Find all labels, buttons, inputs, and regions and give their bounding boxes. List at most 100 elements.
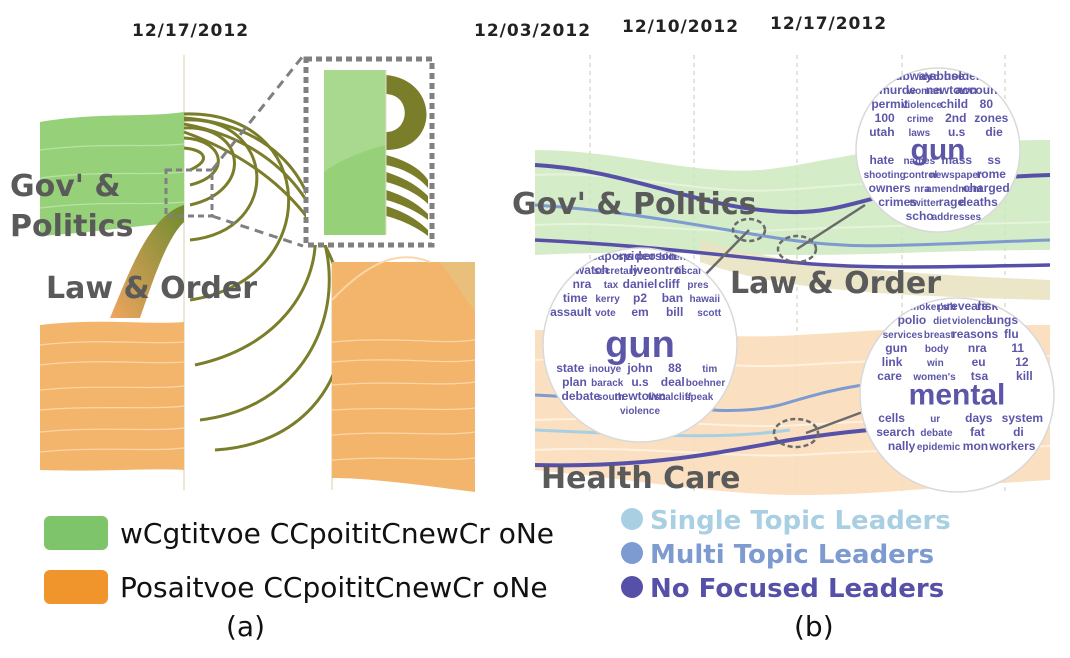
- cloud-word: violence: [620, 406, 660, 417]
- panel-b-date-1: 12/03/2012: [474, 21, 591, 41]
- zoom-source-box: [164, 168, 214, 218]
- label-politics-b: Gov' & Politics: [512, 187, 756, 222]
- cloud-word: win: [926, 358, 944, 369]
- cloud-word: risk: [977, 299, 999, 313]
- cloud-word: deaths: [959, 195, 998, 209]
- cloud-word: boehner: [686, 378, 726, 389]
- cloud-word: debate: [920, 428, 953, 439]
- cloud-word: 100: [875, 111, 895, 125]
- cloud-word: nra: [573, 277, 592, 291]
- cloud-word: live: [630, 263, 650, 277]
- cloud-word: tim: [702, 364, 717, 375]
- cloud-word: eu: [972, 355, 986, 369]
- label-law-b: Law & Order: [730, 266, 941, 301]
- cloud-word: laws: [908, 128, 930, 139]
- cloud-word: holders: [944, 69, 988, 83]
- highlight-ellipse-2: [776, 234, 818, 264]
- cloud-word: pres: [687, 280, 709, 291]
- cloud-word-main: gun: [605, 324, 675, 366]
- leader-label-single: Single Topic Leaders: [650, 506, 951, 536]
- cloud-word: days: [965, 411, 993, 425]
- panel-b-date-3: 12/17/2012: [770, 14, 887, 34]
- cloud-word: scott: [697, 308, 722, 319]
- leader-line-single-health: [534, 428, 791, 438]
- cloud-word: fiscalcliff: [648, 392, 692, 403]
- cloud-word: p2: [633, 291, 647, 305]
- cloud-word: ss: [987, 153, 1001, 167]
- cloud-word: gun: [885, 341, 907, 355]
- cloud-word: utah: [869, 125, 894, 139]
- highlight-ellipse-1: [731, 217, 767, 243]
- cloud-word: flu: [1004, 327, 1019, 341]
- word-cloud-left: gunweaponsspvideopersonbidenwatchsecreta…: [542, 247, 738, 443]
- cloud-word: newspaper: [930, 170, 982, 181]
- cloud-word: u.s: [948, 125, 966, 139]
- legend-leaders: Single Topic Leaders Multi Topic Leaders…: [621, 506, 951, 604]
- cloud-word: vote: [595, 308, 616, 319]
- cloud-word: tax: [604, 280, 619, 291]
- legend-swatch-orange: [44, 570, 108, 604]
- cloud-word: polio: [898, 313, 927, 327]
- cloud-word: kerry: [595, 294, 620, 305]
- cloud-word: speak: [685, 392, 714, 403]
- label-law-a: Law & Order: [46, 271, 257, 306]
- cloud-word: murde: [879, 83, 916, 97]
- cloud-word: reveals: [946, 299, 988, 313]
- cloud-word: 11: [1011, 341, 1024, 355]
- cloud-word: barack: [591, 378, 624, 389]
- cloud-word: crime: [907, 114, 934, 125]
- cloud-word: plan: [562, 375, 587, 389]
- cloud-word: owners: [869, 181, 911, 195]
- cloud-word: person: [636, 249, 676, 263]
- word-cloud-top: gunsubwayideoabuseholdersmurdewomannewto…: [855, 67, 1021, 233]
- leader-dot-nofocus: [621, 576, 643, 598]
- leader-dot-single: [621, 508, 643, 530]
- cloud-word: body: [925, 344, 949, 355]
- cloud-word: di: [1013, 425, 1024, 439]
- legend-sentiment: wCgtitvoe CCpoititCnewCr oNe Posaitvoe C…: [44, 516, 554, 604]
- cloud-word: rome: [977, 167, 1007, 181]
- cloud-word: 80: [980, 97, 994, 111]
- leader-dot-multi: [621, 542, 643, 564]
- cloud-word: woman: [906, 86, 941, 97]
- cloud-word: hawaii: [689, 294, 720, 305]
- cloud-word: violence: [952, 316, 992, 327]
- cloud-word: mass: [941, 153, 972, 167]
- label-politics-a-line1: Gov' &: [10, 169, 121, 204]
- cloud-word: women's: [912, 372, 956, 383]
- zoom-inset-content: [324, 70, 428, 236]
- cloud-word: pub: [938, 302, 956, 313]
- cloud-word: inouye: [589, 364, 622, 375]
- cloud-word: nra: [914, 184, 930, 195]
- cloud-word: deal: [661, 375, 685, 389]
- cloud-word: scho: [906, 209, 934, 223]
- cloud-word: em: [631, 305, 648, 319]
- cloud-word-main: gun: [911, 134, 966, 167]
- cloud-word: u.s: [631, 375, 649, 389]
- cloud-word: child: [940, 97, 968, 111]
- cloud-word: die: [985, 125, 1003, 139]
- cloud-word: cliff: [658, 277, 680, 291]
- cloud-word: link: [882, 355, 903, 369]
- cloud-word: system: [1002, 411, 1043, 425]
- orange-stream-left: [40, 321, 184, 471]
- cloud-word: violence: [902, 100, 942, 111]
- leader-label-nofocus: No Focused Leaders: [650, 574, 944, 604]
- cloud-word: state: [556, 361, 584, 375]
- cloud-word: zones: [974, 111, 1008, 125]
- label-health-b: Health Care: [541, 461, 741, 496]
- cloud-word: control: [903, 170, 937, 181]
- cloud-word: rage: [939, 195, 965, 209]
- cloud-word-main: mental: [909, 379, 1006, 412]
- cloud-word: nra: [968, 341, 987, 355]
- cloud-word: ur: [930, 414, 940, 425]
- cloud-word: twitter: [910, 198, 940, 209]
- panel-b: 12/03/2012 12/10/2012 12/17/2012: [474, 14, 1055, 496]
- panel-b-date-2: 12/10/2012: [622, 17, 739, 37]
- cloud-word: tsa: [971, 369, 989, 383]
- cloud-word: 2nd: [945, 111, 966, 125]
- cloud-word: sp: [618, 252, 630, 263]
- cloud-word: biden: [659, 252, 686, 263]
- cloud-word: bill: [666, 305, 683, 319]
